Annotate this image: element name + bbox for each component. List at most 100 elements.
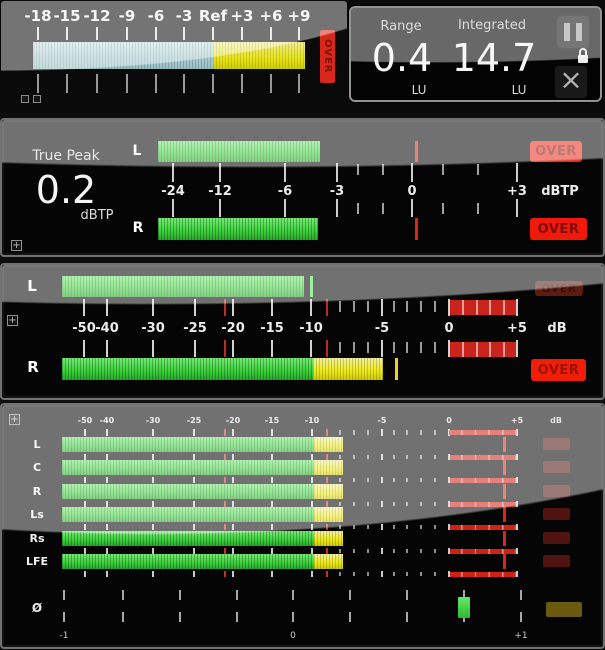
scale-tick <box>381 454 383 460</box>
over-indicator-unlit <box>543 461 570 473</box>
scale-tick <box>106 340 108 357</box>
over-indicator-unlit <box>543 555 570 567</box>
window-size-small-button[interactable] <box>21 95 29 103</box>
scale-tick <box>434 549 436 553</box>
phase-over-indicator-unlit <box>546 602 582 617</box>
scale-tick <box>381 340 383 357</box>
scale-tick <box>232 571 234 577</box>
true-peak-bar-r <box>158 218 318 240</box>
scale-label: 0 <box>290 631 296 641</box>
peak-hold-marker <box>503 531 506 546</box>
scale-tick <box>367 301 369 312</box>
scale-tick <box>367 342 369 353</box>
scale-label: -20 <box>221 321 245 336</box>
over-indicator-l: OVER <box>530 141 582 162</box>
expand-button[interactable]: + <box>7 315 18 326</box>
scale-tick <box>381 548 383 554</box>
scale-tick <box>194 340 196 357</box>
scale-tick <box>126 27 128 40</box>
true-peak-bar-l <box>158 141 320 162</box>
scale-tick <box>339 502 341 506</box>
scale-tick <box>183 27 185 40</box>
scale-tick <box>462 300 464 315</box>
rms-bar-r-yellow <box>313 358 383 380</box>
scale-tick <box>420 342 422 353</box>
scale-label: -10 <box>299 321 323 336</box>
scale-tick <box>477 164 479 175</box>
red-zone <box>449 572 517 577</box>
scale-label: Ref <box>198 7 228 25</box>
scale-tick <box>126 74 128 93</box>
scale-tick <box>406 342 408 353</box>
expand-button[interactable]: + <box>9 414 20 425</box>
scale-tick <box>516 299 518 316</box>
expand-button[interactable]: + <box>11 240 22 251</box>
scale-tick <box>84 429 86 436</box>
scale-label: -3 <box>329 184 345 199</box>
scale-tick <box>298 27 300 40</box>
scale-label: -30 <box>141 321 165 336</box>
scale-tick <box>219 163 221 182</box>
scale-tick <box>271 571 273 577</box>
red-zone <box>449 342 517 357</box>
red-zone <box>449 502 517 507</box>
channel-bar-r-yellow <box>314 484 343 499</box>
scale-tick <box>381 429 383 436</box>
scale-label: +1 <box>514 631 528 641</box>
peak-hold-marker-l <box>310 276 313 297</box>
scale-label: 0 <box>444 321 454 336</box>
scale-tick <box>311 454 313 460</box>
scale-tick <box>406 301 408 312</box>
scale-tick <box>84 501 86 507</box>
scale-label: -12 <box>83 7 111 25</box>
scale-tick <box>336 163 338 182</box>
over-indicator-unlit <box>543 485 570 497</box>
channel-label-l: L <box>132 143 142 159</box>
scale-label: +9 <box>287 7 311 25</box>
channel-label-l: L <box>27 277 37 295</box>
channel-bar-l <box>62 437 314 452</box>
scale-tick <box>367 525 369 529</box>
scale-tick <box>420 478 422 482</box>
scale-tick <box>434 342 436 353</box>
scale-tick <box>155 74 157 93</box>
scale-tick <box>516 454 518 460</box>
scale-tick <box>448 548 450 554</box>
scale-tick <box>326 548 328 554</box>
scale-label: -9 <box>118 7 136 25</box>
true-peak-value: 0.2 <box>35 168 97 212</box>
scale-tick <box>212 74 214 93</box>
scale-tick <box>152 501 154 507</box>
scale-tick <box>420 455 422 459</box>
pause-button[interactable] <box>556 15 590 49</box>
scale-label: -6 <box>277 184 293 199</box>
channel-bar-ls <box>62 507 314 522</box>
scale-tick <box>106 571 108 577</box>
lock-shackle <box>579 48 587 55</box>
channel-bar-ls-yellow <box>314 507 343 522</box>
scale-tick <box>353 572 355 576</box>
scale-tick <box>212 27 214 40</box>
scale-tick <box>516 524 518 530</box>
scale-tick <box>476 300 478 315</box>
scale-tick <box>382 164 384 175</box>
scale-tick <box>83 340 85 357</box>
scale-tick <box>434 478 436 482</box>
scale-tick <box>236 612 238 622</box>
scale-tick <box>84 571 86 577</box>
scale-unit-label: dBTP <box>541 184 579 199</box>
scale-tick <box>193 429 195 436</box>
channel-bar-lfe <box>62 554 314 569</box>
channel-bar-r <box>62 484 314 499</box>
close-button[interactable]: × <box>554 65 588 99</box>
window-size-large-button[interactable] <box>33 95 41 103</box>
scale-tick <box>284 199 286 217</box>
scale-tick <box>339 549 341 553</box>
integrated-label: Integrated <box>457 18 527 33</box>
scale-label: -50 <box>77 416 93 425</box>
true-peak-title: True Peak <box>32 148 100 164</box>
scale-label: 0 <box>446 416 452 425</box>
scale-tick <box>393 478 395 482</box>
scale-tick <box>393 301 395 312</box>
scale-tick <box>448 299 450 316</box>
